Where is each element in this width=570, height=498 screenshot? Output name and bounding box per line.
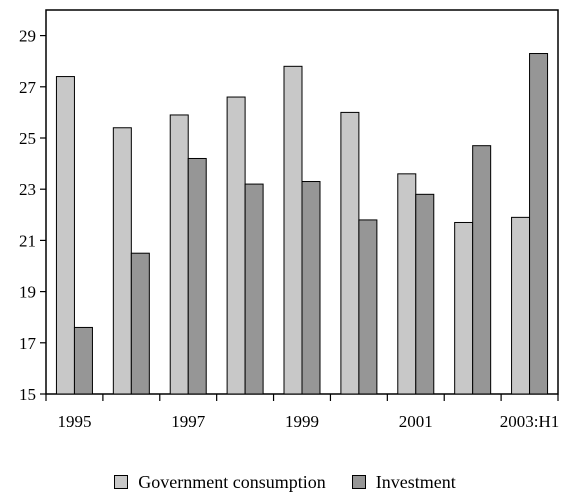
y-tick-label-27: 27 bbox=[19, 78, 37, 97]
legend-swatch-government-consumption bbox=[114, 475, 129, 489]
bar-government-consumption-1998 bbox=[226, 96, 246, 395]
bar-investment-1998 bbox=[244, 183, 264, 395]
bar-investment-1996 bbox=[130, 252, 150, 395]
y-tick-label-19: 19 bbox=[19, 283, 36, 302]
x-tick-label-2003-H1: 2003:H1 bbox=[500, 412, 560, 431]
bar-government-consumption-1999 bbox=[283, 65, 303, 395]
legend-item-government-consumption: Government consumption bbox=[114, 471, 326, 493]
bar-investment-1995 bbox=[73, 326, 93, 395]
bar-government-consumption-1995 bbox=[55, 76, 75, 395]
legend-swatch-investment bbox=[351, 475, 366, 489]
y-tick-label-21: 21 bbox=[19, 231, 36, 250]
bar-investment-1999 bbox=[301, 181, 321, 395]
legend-label-government-consumption: Government consumption bbox=[138, 471, 326, 492]
x-tick-label-1999: 1999 bbox=[285, 412, 319, 431]
y-tick-label-29: 29 bbox=[19, 27, 36, 46]
bar-investment-2002 bbox=[472, 145, 492, 395]
y-tick-label-17: 17 bbox=[19, 334, 37, 353]
bar-chart: 15 17 19 21 23 25 27 29 1995 1997 1999 2001 2003:H1 bbox=[19, 9, 560, 431]
x-axis: 1995 1997 1999 2001 2003:H1 bbox=[45, 394, 560, 431]
y-tick-label-25: 25 bbox=[19, 129, 36, 148]
bar-investment-1997 bbox=[187, 157, 207, 395]
x-tick-label-1997: 1997 bbox=[171, 412, 206, 431]
legend-label-investment: Investment bbox=[375, 471, 456, 492]
x-tick-label-1995: 1995 bbox=[57, 412, 91, 431]
bar-government-consumption-2003-H1 bbox=[511, 216, 531, 395]
bar-government-consumption-2002 bbox=[454, 221, 474, 395]
x-tick-label-2001: 2001 bbox=[399, 412, 433, 431]
bar-investment-2001 bbox=[415, 193, 435, 395]
y-tick-label-23: 23 bbox=[19, 180, 36, 199]
bar-investment-2000 bbox=[358, 219, 378, 395]
bar-government-consumption-1996 bbox=[112, 127, 132, 395]
bar-investment-2003-H1 bbox=[529, 53, 549, 395]
bar-government-consumption-2000 bbox=[340, 111, 360, 395]
y-axis: 15 17 19 21 23 25 27 29 bbox=[19, 27, 46, 404]
y-tick-label-15: 15 bbox=[19, 385, 36, 404]
bar-government-consumption-1997 bbox=[169, 114, 189, 395]
legend-item-investment: Investment bbox=[351, 471, 456, 493]
legend: Government consumption Investment bbox=[0, 468, 570, 496]
bars bbox=[55, 53, 549, 395]
bar-government-consumption-2001 bbox=[397, 173, 417, 395]
